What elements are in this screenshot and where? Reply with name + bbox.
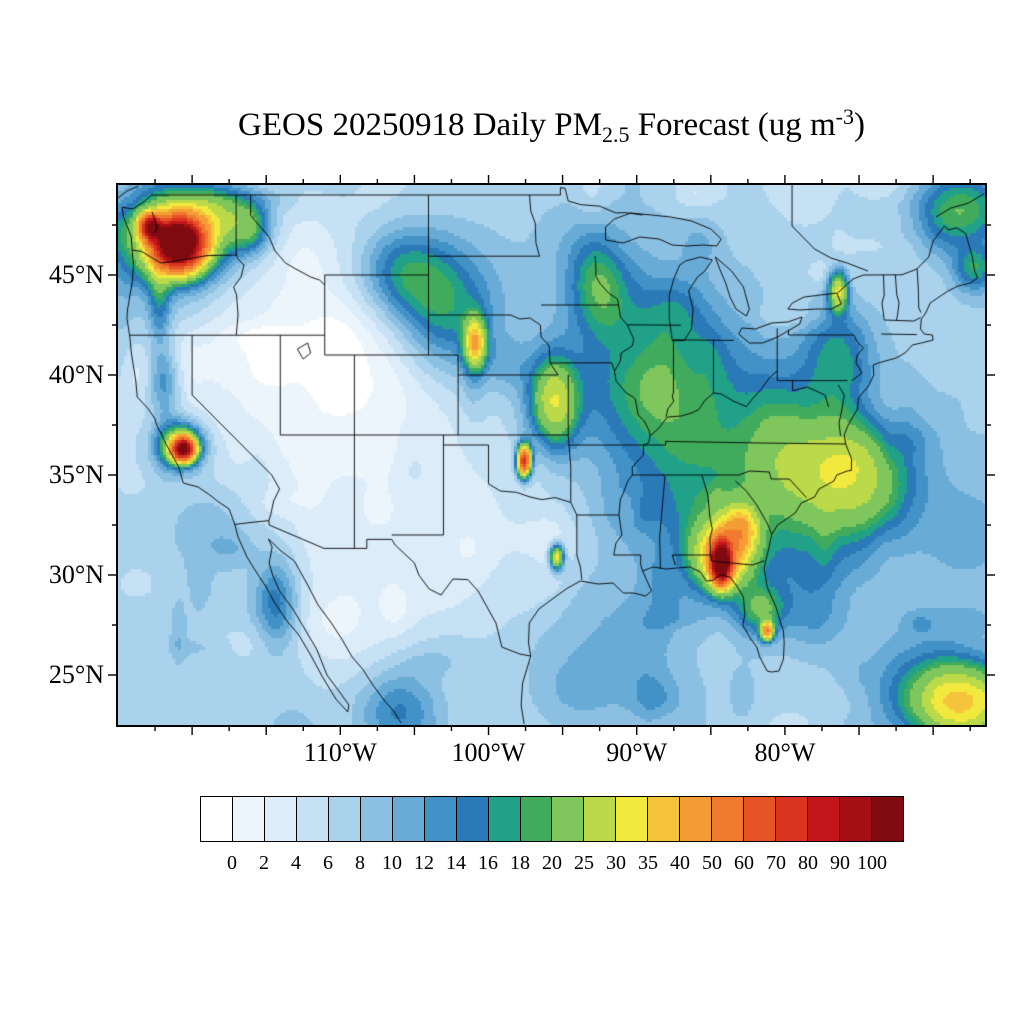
x-axis-label: 80°W: [754, 738, 816, 767]
colorbar-tick-label: 6: [323, 852, 333, 874]
figure-title: GEOS 20250918 Daily PM2.5 Forecast (ug m…: [118, 104, 985, 148]
pm25-field-canvas: [118, 185, 985, 725]
colorbar-cell: [295, 796, 329, 842]
colorbar-cell: [519, 796, 553, 842]
colorbar-tick-label: 60: [734, 852, 754, 874]
title-prefix: GEOS 20250918 Daily PM: [238, 107, 602, 143]
colorbar-cell: [647, 796, 681, 842]
colorbar-cell: [359, 796, 393, 842]
colorbar-cell: [327, 796, 361, 842]
colorbar-tick-label: 16: [478, 852, 498, 874]
colorbar-tick-label: 35: [638, 852, 658, 874]
colorbar-cell: [871, 796, 904, 842]
colorbar-tick-label: 70: [766, 852, 786, 874]
title-superscript: -3: [835, 104, 854, 129]
title-subscript: 2.5: [601, 122, 630, 147]
colorbar-tick-label: 18: [510, 852, 530, 874]
colorbar-cell: [487, 796, 521, 842]
title-suffix: ): [853, 107, 865, 143]
y-axis-label: 35°N: [48, 460, 104, 489]
colorbar-cell: [839, 796, 873, 842]
x-axis-label: 100°W: [451, 738, 526, 767]
colorbar-cell: [423, 796, 457, 842]
colorbar: [200, 796, 904, 842]
colorbar-tick-label: 8: [355, 852, 365, 874]
colorbar-tick-label: 14: [446, 852, 466, 874]
title-mid: Forecast (ug m: [629, 107, 836, 143]
colorbar-tick-label: 25: [574, 852, 594, 874]
x-axis-label: 110°W: [303, 738, 377, 767]
colorbar-tick-label: 2: [259, 852, 269, 874]
colorbar-tick-label: 30: [606, 852, 626, 874]
y-axis-label: 30°N: [48, 560, 104, 589]
colorbar-tick-label: 100: [857, 852, 887, 874]
colorbar-tick-label: 80: [798, 852, 818, 874]
colorbar-tick-label: 4: [291, 852, 301, 874]
colorbar-tick-label: 12: [414, 852, 434, 874]
colorbar-cell: [263, 796, 297, 842]
colorbar-cell: [455, 796, 489, 842]
colorbar-cell: [711, 796, 745, 842]
colorbar-cell: [679, 796, 713, 842]
colorbar-tick-label: 20: [542, 852, 562, 874]
colorbar-cell: [583, 796, 617, 842]
colorbar-cell: [200, 796, 233, 842]
colorbar-cell: [775, 796, 809, 842]
colorbar-cell: [743, 796, 777, 842]
x-axis-label: 90°W: [606, 738, 668, 767]
colorbar-cell: [807, 796, 841, 842]
colorbar-tick-label: 90: [830, 852, 850, 874]
colorbar-tick-label: 50: [702, 852, 722, 874]
y-axis-label: 25°N: [48, 660, 104, 689]
colorbar-cell: [231, 796, 265, 842]
colorbar-cell: [551, 796, 585, 842]
colorbar-cell: [391, 796, 425, 842]
colorbar-cell: [615, 796, 649, 842]
y-axis-label: 40°N: [48, 360, 104, 389]
colorbar-tick-label: 10: [382, 852, 402, 874]
y-axis-label: 45°N: [48, 260, 104, 289]
colorbar-tick-label: 0: [227, 852, 237, 874]
colorbar-tick-label: 40: [670, 852, 690, 874]
